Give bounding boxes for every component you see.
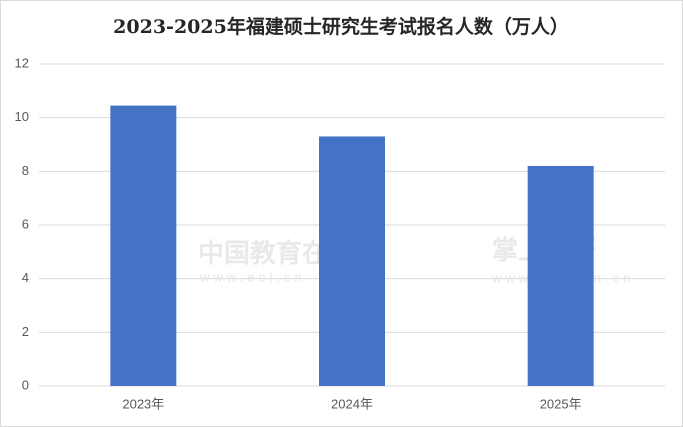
- bar: [319, 136, 385, 386]
- chart-title: 2023-2025年福建硕士研究生考试报名人数（万人）: [113, 15, 569, 38]
- bar: [527, 165, 594, 386]
- x-tick-label: 2023年: [122, 396, 164, 411]
- y-tick-label: 0: [22, 377, 29, 392]
- x-tick-label: 2024年: [331, 396, 373, 411]
- y-tick-label: 10: [15, 109, 29, 124]
- y-tick-label: 6: [22, 216, 29, 231]
- y-tick-label: 8: [22, 163, 29, 178]
- bar: [110, 105, 177, 386]
- y-tick-label: 12: [15, 55, 29, 70]
- y-tick-label: 2: [22, 324, 29, 339]
- watermark: www.eol.cn: [199, 269, 306, 284]
- x-tick-label: 2025年: [540, 396, 582, 411]
- y-tick-label: 4: [22, 270, 29, 285]
